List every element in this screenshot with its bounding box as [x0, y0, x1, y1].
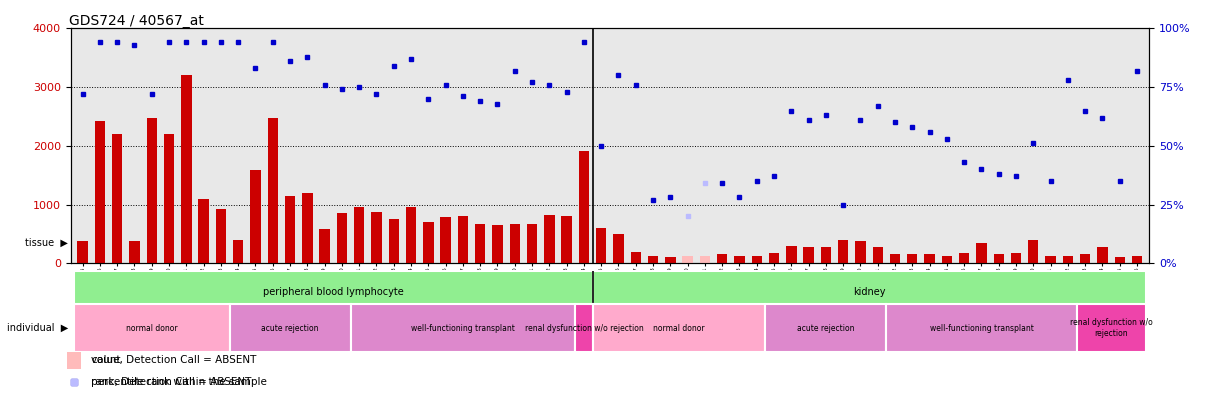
- Bar: [959, 253, 969, 263]
- Text: well-functioning transplant: well-functioning transplant: [411, 324, 514, 333]
- Bar: [575, 304, 592, 352]
- Text: normal donor: normal donor: [653, 324, 705, 333]
- Bar: [592, 271, 1145, 312]
- Bar: [164, 134, 174, 263]
- Bar: [596, 228, 607, 263]
- Bar: [1097, 247, 1108, 263]
- Bar: [993, 254, 1004, 263]
- Bar: [147, 117, 157, 263]
- Bar: [1080, 254, 1091, 263]
- Bar: [751, 256, 762, 263]
- Bar: [302, 193, 313, 263]
- Text: well-functioning transplant: well-functioning transplant: [929, 324, 1034, 333]
- Bar: [95, 121, 105, 263]
- Bar: [890, 254, 900, 263]
- Bar: [78, 241, 88, 263]
- Bar: [613, 234, 624, 263]
- Bar: [74, 271, 592, 312]
- Bar: [112, 134, 123, 263]
- Text: normal donor: normal donor: [126, 324, 178, 333]
- Bar: [457, 216, 468, 263]
- Text: acute rejection: acute rejection: [798, 324, 855, 333]
- Text: rank, Detection Call = ABSENT: rank, Detection Call = ABSENT: [91, 377, 252, 386]
- Bar: [717, 254, 727, 263]
- Bar: [1046, 256, 1055, 263]
- Bar: [941, 256, 952, 263]
- Bar: [475, 224, 485, 263]
- Bar: [699, 256, 710, 263]
- Bar: [1076, 304, 1145, 352]
- Bar: [1132, 256, 1142, 263]
- Bar: [250, 170, 260, 263]
- Text: kidney: kidney: [852, 287, 885, 296]
- Bar: [440, 217, 451, 263]
- Bar: [268, 117, 278, 263]
- Bar: [592, 304, 765, 352]
- Bar: [67, 352, 81, 369]
- Text: individual  ▶: individual ▶: [7, 323, 68, 333]
- Bar: [389, 219, 399, 263]
- Bar: [527, 224, 537, 263]
- Bar: [74, 304, 230, 352]
- Bar: [320, 229, 330, 263]
- Bar: [1010, 253, 1021, 263]
- Text: tissue  ▶: tissue ▶: [26, 238, 68, 248]
- Bar: [873, 247, 883, 263]
- Bar: [1063, 256, 1073, 263]
- Bar: [648, 256, 658, 263]
- Text: renal dysfunction w/o rejection: renal dysfunction w/o rejection: [524, 324, 643, 333]
- Text: count: count: [91, 355, 120, 364]
- Bar: [198, 199, 209, 263]
- Bar: [804, 247, 814, 263]
- Bar: [337, 213, 347, 263]
- Bar: [67, 352, 81, 369]
- Bar: [230, 304, 350, 352]
- Bar: [579, 151, 589, 263]
- Bar: [354, 207, 365, 263]
- Bar: [371, 212, 382, 263]
- Bar: [765, 304, 886, 352]
- Text: renal dysfunction w/o
rejection: renal dysfunction w/o rejection: [1070, 318, 1153, 338]
- Bar: [181, 75, 192, 263]
- Bar: [1115, 258, 1125, 263]
- Bar: [215, 209, 226, 263]
- Bar: [406, 207, 416, 263]
- Text: peripheral blood lymphocyte: peripheral blood lymphocyte: [263, 287, 404, 296]
- Text: value, Detection Call = ABSENT: value, Detection Call = ABSENT: [91, 355, 257, 364]
- Bar: [129, 241, 140, 263]
- Bar: [423, 222, 434, 263]
- Text: percentile rank within the sample: percentile rank within the sample: [91, 377, 268, 386]
- Bar: [682, 256, 693, 263]
- Bar: [350, 304, 575, 352]
- Bar: [786, 245, 796, 263]
- Bar: [492, 225, 502, 263]
- Bar: [907, 254, 918, 263]
- Text: acute rejection: acute rejection: [261, 324, 319, 333]
- Bar: [631, 252, 641, 263]
- Bar: [562, 216, 572, 263]
- Bar: [665, 258, 676, 263]
- Bar: [838, 240, 849, 263]
- Bar: [886, 304, 1076, 352]
- Bar: [285, 196, 295, 263]
- Bar: [855, 241, 866, 263]
- Bar: [1028, 240, 1038, 263]
- Bar: [544, 215, 554, 263]
- Bar: [769, 253, 779, 263]
- Bar: [734, 256, 744, 263]
- Bar: [976, 243, 986, 263]
- Bar: [924, 254, 935, 263]
- Bar: [821, 247, 831, 263]
- Text: GDS724 / 40567_at: GDS724 / 40567_at: [69, 14, 204, 28]
- Bar: [510, 224, 520, 263]
- Bar: [233, 240, 243, 263]
